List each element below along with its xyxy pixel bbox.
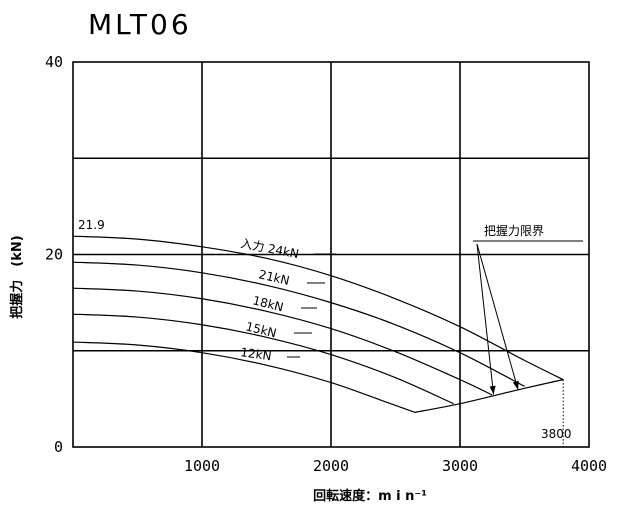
- x-tick-label: 3000: [442, 457, 478, 475]
- limit-arrow-1: [476, 243, 519, 390]
- curve-label-24kn: 入力 24kN: [239, 236, 300, 261]
- y-tick-label: 40: [45, 53, 63, 71]
- series-21kn: [72, 261, 525, 387]
- x-tick-label: 2000: [313, 457, 349, 475]
- series-12kn: [72, 341, 416, 413]
- limit-label: 把握力限界: [484, 223, 544, 238]
- limit-arrowhead-1: [512, 380, 519, 390]
- data-series: [72, 235, 564, 413]
- curve-label-15kn: 15kN: [244, 319, 278, 340]
- y-tick-label: 20: [45, 246, 63, 264]
- chart-title: MLT06: [88, 8, 192, 41]
- x-axis-label: 回転速度：m i n⁻¹: [313, 488, 427, 504]
- annotation-lines: [287, 240, 583, 447]
- series-18kn: [72, 287, 493, 396]
- y-axis-label: 把握力 (kN): [9, 235, 25, 318]
- series-24kn: [72, 235, 564, 381]
- tick-labels: 1000 2000 3000 4000 0 20 40: [45, 53, 607, 475]
- limit-arrowhead-2: [489, 385, 496, 395]
- series-15kn: [72, 313, 454, 405]
- x-tick-label: 1000: [184, 457, 220, 475]
- curve-label-21kn: 21kN: [257, 267, 291, 288]
- y-tick-label: 0: [54, 438, 63, 456]
- curve-label-12kn: 12kN: [240, 345, 273, 363]
- x-tick-label: 4000: [571, 457, 607, 475]
- limit-arrow-2: [476, 243, 495, 395]
- max-speed-label: 3800: [541, 427, 572, 441]
- series-: [414, 379, 564, 413]
- start-value-label: 21.9: [78, 218, 105, 232]
